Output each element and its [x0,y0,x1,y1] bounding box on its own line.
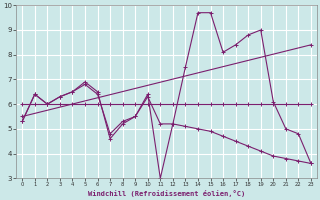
X-axis label: Windchill (Refroidissement éolien,°C): Windchill (Refroidissement éolien,°C) [88,190,245,197]
